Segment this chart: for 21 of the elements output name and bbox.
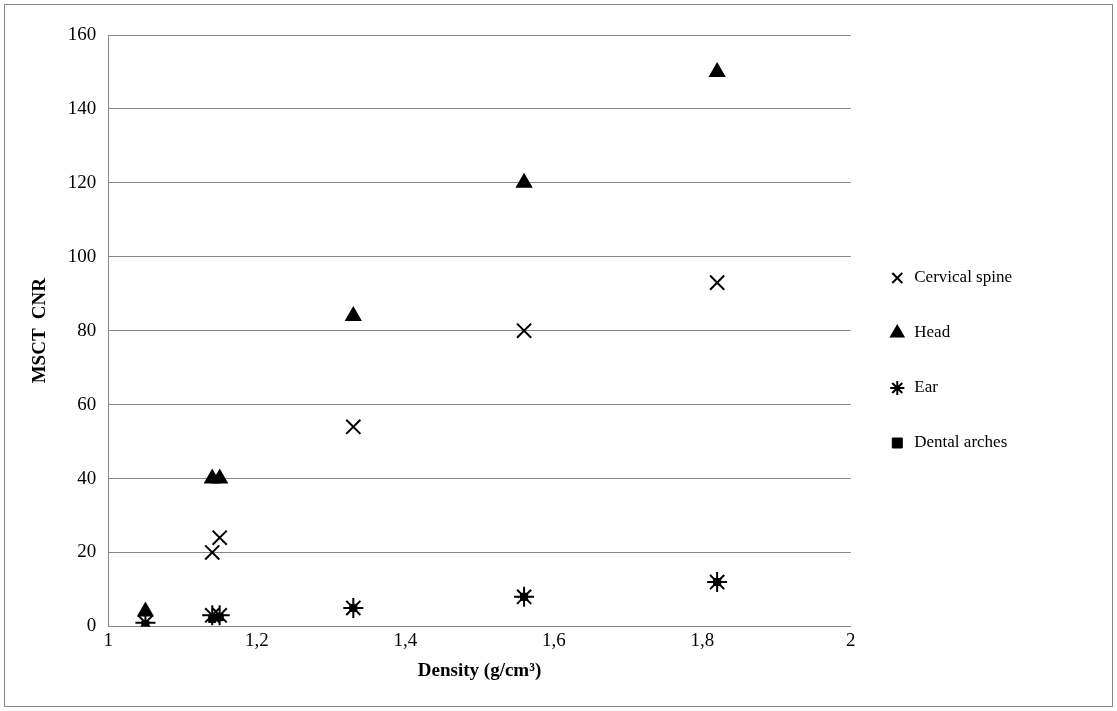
y-tick-label: 40	[77, 466, 97, 488]
y-tick-label: 140	[67, 96, 97, 118]
y-tick-label: 100	[67, 244, 97, 266]
y-tick-label: 160	[67, 22, 97, 44]
x-tick-label: 2	[846, 628, 856, 650]
x-tick-label: 1,8	[690, 628, 715, 650]
x-tick-label: 1	[103, 628, 114, 650]
y-tick-label: 20	[77, 540, 97, 562]
y-tick-label: 80	[77, 318, 97, 340]
x-tick-label: 1,2	[244, 628, 269, 650]
legend-label: Head	[914, 322, 951, 342]
legend-label: Dental arches	[914, 432, 1008, 452]
y-tick-label: 120	[67, 170, 97, 192]
y-tick-label: 60	[77, 392, 97, 414]
x-tick-label: 1,6	[541, 628, 566, 650]
x-tick-label: 1,4	[393, 628, 418, 650]
y-tick-label: 0	[86, 614, 97, 636]
y-axis-title: MSCT CNR	[28, 277, 50, 384]
legend-label: Cervical spine	[914, 267, 1012, 287]
legend-label: Ear	[914, 377, 939, 397]
x-axis-title: Density (g/cm³)	[417, 658, 542, 681]
